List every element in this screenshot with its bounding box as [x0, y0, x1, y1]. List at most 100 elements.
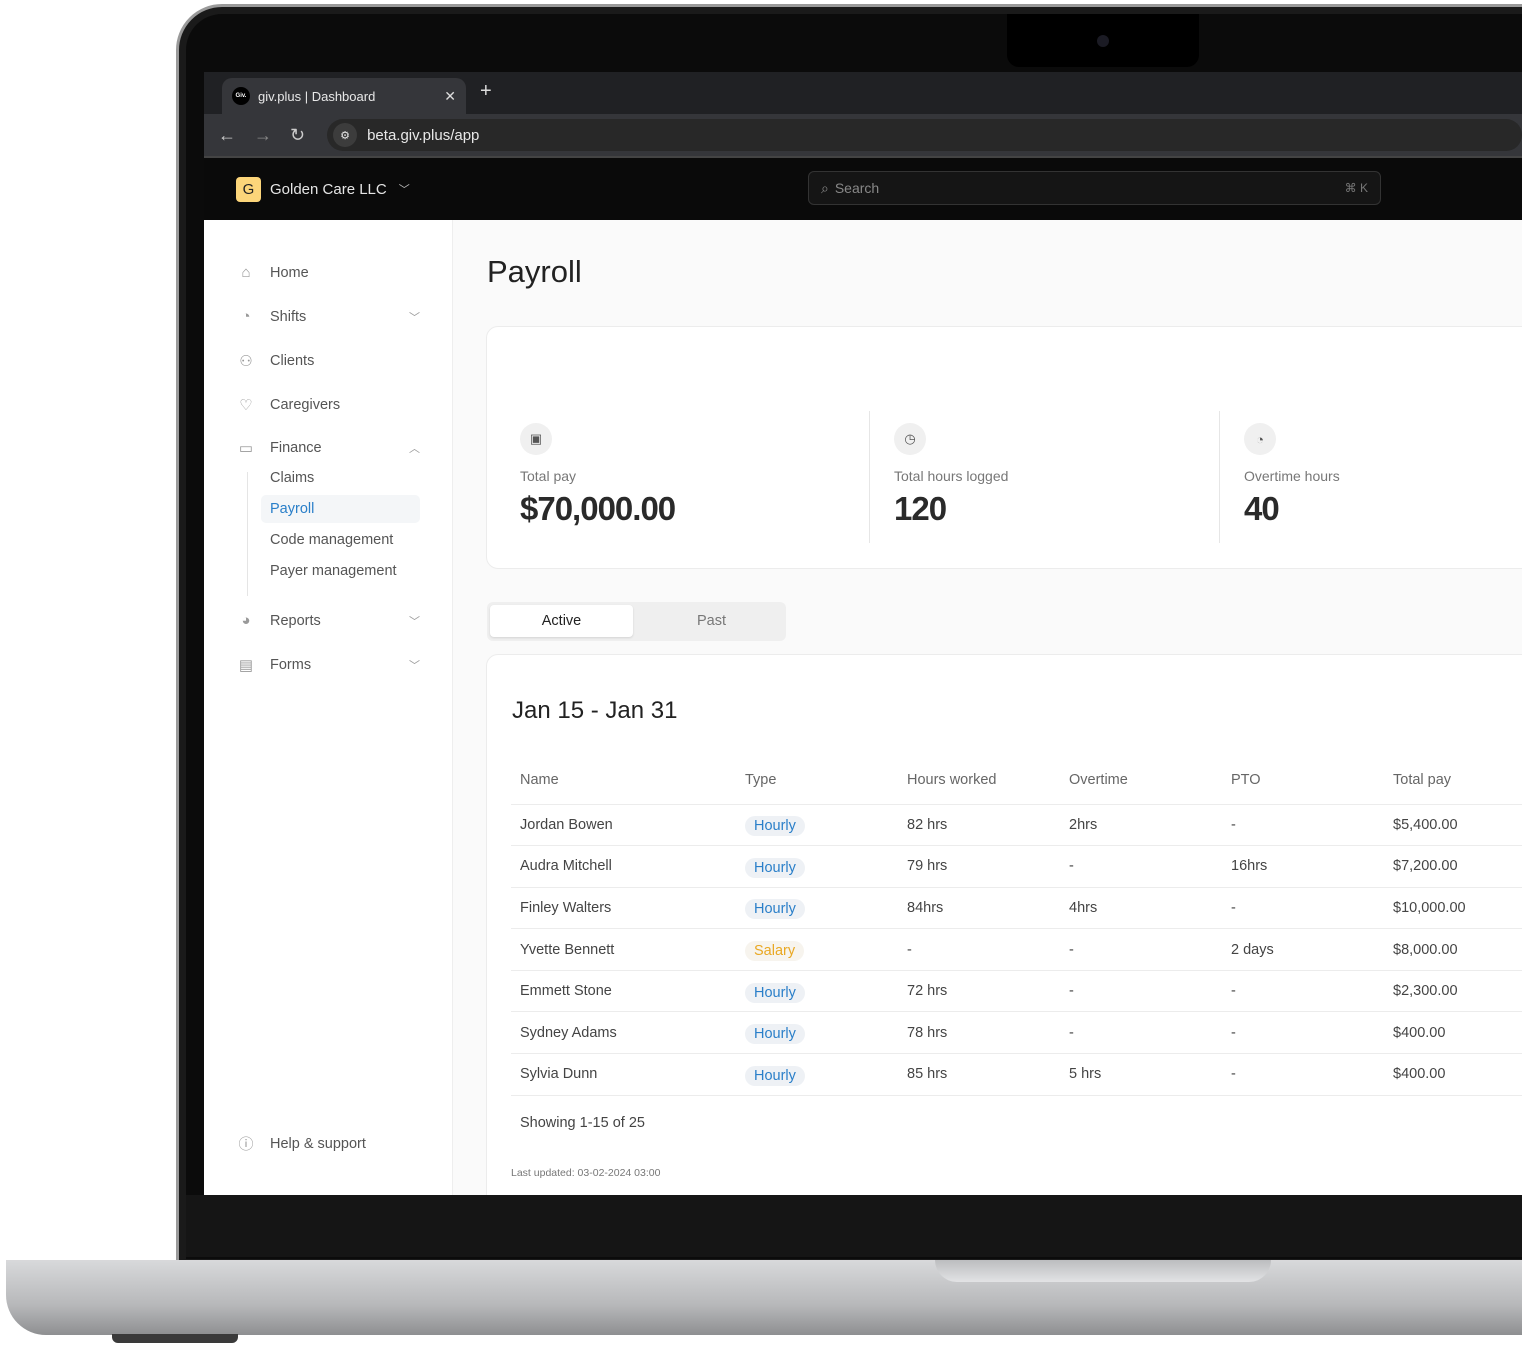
- table-cell: $5,400.00: [1384, 804, 1522, 847]
- favicon: Giv.: [232, 87, 250, 105]
- column-header: Overtime: [1060, 757, 1222, 805]
- last-updated: Last updated: 03-02-2024 03:00: [511, 1167, 661, 1179]
- home-icon: ⌂: [241, 264, 251, 281]
- period-title: Jan 15 - Jan 31: [512, 697, 678, 724]
- form-icon: ▤: [238, 657, 254, 674]
- stats-card: ▣ Total pay $70,000.00 ◷ Total hours log…: [486, 326, 1522, 569]
- table-cell: 5 hrs: [1060, 1053, 1222, 1096]
- table-cell: Emmett Stone: [511, 970, 736, 1013]
- tab-past[interactable]: Past: [696, 613, 726, 629]
- camera: [1097, 35, 1109, 47]
- sidebar-item-label: Reports: [270, 612, 321, 629]
- back-icon[interactable]: ←: [218, 124, 236, 145]
- page-title: Payroll: [487, 254, 582, 289]
- sidebar-subitem-payroll[interactable]: Payroll: [261, 495, 420, 523]
- table-cell: 79 hrs: [898, 845, 1060, 888]
- type-badge: Hourly: [745, 1024, 805, 1045]
- table-cell: Yvette Bennett: [511, 928, 736, 971]
- payroll-card: Jan 15 - Jan 31 Name Type Hours worked Over…: [486, 654, 1522, 1195]
- sidebar-item-forms[interactable]: ▤ Forms ﹀: [236, 656, 420, 674]
- sidebar-subitem-payer-management[interactable]: Payer management: [270, 563, 397, 579]
- close-tab-icon[interactable]: ✕: [444, 87, 456, 104]
- table-cell: Audra Mitchell: [511, 845, 736, 888]
- table-cell: Hourly: [736, 1053, 898, 1096]
- browser-tab[interactable]: Giv. giv.plus | Dashboard ✕: [222, 78, 466, 114]
- table-cell: $2,300.00: [1384, 970, 1522, 1013]
- submenu-line: [247, 472, 248, 596]
- table-cell: 82 hrs: [898, 804, 1060, 847]
- tab-active[interactable]: Active: [490, 605, 633, 637]
- clock-icon: ◷: [894, 423, 926, 455]
- table-cell: 72 hrs: [898, 970, 1060, 1013]
- table-cell: Hourly: [736, 804, 898, 847]
- sidebar-item-label: Clients: [270, 353, 315, 369]
- search-shortcut: ⌘ K: [1344, 181, 1368, 195]
- tab-bar: Giv. giv.plus | Dashboard ✕ +: [204, 72, 1522, 114]
- period-tabs: Active Past: [487, 602, 786, 641]
- help-icon: ⓘ: [238, 1136, 254, 1153]
- column-header: PTO: [1222, 757, 1384, 805]
- table-row[interactable]: Jordan Bowen Hourly 82 hrs 2hrs - $5,400.00: [511, 804, 1522, 847]
- type-badge: Hourly: [745, 857, 805, 878]
- table-cell: -: [1060, 928, 1222, 971]
- table-cell: 4hrs: [1060, 887, 1222, 930]
- sidebar-item-home[interactable]: ⌂ Home: [236, 264, 420, 281]
- new-tab-icon[interactable]: +: [480, 80, 492, 102]
- table-cell: 85 hrs: [898, 1053, 1060, 1096]
- divider: [1219, 411, 1220, 543]
- sidebar-item-label: Home: [270, 264, 309, 281]
- table-row[interactable]: Sydney Adams Hourly 78 hrs - - $400.00: [511, 1011, 1522, 1055]
- table-row[interactable]: Sylvia Dunn Hourly 85 hrs 5 hrs - $400.00: [511, 1053, 1522, 1096]
- table-row[interactable]: Yvette Bennett Salary - -2 days $8,000.00: [511, 928, 1522, 971]
- reload-icon[interactable]: ↻: [290, 124, 306, 145]
- sidebar-item-shifts[interactable]: ◔ Shifts ﹀: [236, 308, 420, 325]
- stat-label: Total pay: [520, 468, 577, 484]
- sidebar-subitem-claims[interactable]: Claims: [270, 470, 315, 486]
- table-cell: $400.00: [1384, 1053, 1522, 1096]
- help-label: Help & support: [270, 1135, 366, 1152]
- address-bar[interactable]: ⚙ beta.giv.plus/app: [327, 119, 1522, 151]
- stat-total-pay: ▣ Total pay $70,000.00: [520, 411, 676, 543]
- site-settings-icon[interactable]: ⚙: [333, 123, 358, 147]
- type-badge: Hourly: [745, 899, 805, 920]
- stat-value: 120: [894, 490, 947, 527]
- sidebar-item-finance[interactable]: ▭ Finance ︿: [236, 439, 420, 457]
- laptop-groove: [935, 1260, 1271, 1282]
- table-cell: Sydney Adams: [511, 1011, 736, 1055]
- stat-label: Total hours logged: [894, 468, 1009, 484]
- money-icon: ▣: [520, 423, 552, 455]
- tab-title: giv.plus | Dashboard: [258, 88, 376, 104]
- browser-toolbar: ← → ↻ ⚙ beta.giv.plus/app: [204, 114, 1522, 156]
- org-name[interactable]: Golden Care LLC: [270, 180, 387, 198]
- table-cell: -: [1222, 970, 1384, 1013]
- table-cell: Salary: [736, 928, 898, 971]
- sidebar-item-reports[interactable]: ◕ Reports ﹀: [236, 612, 420, 629]
- table-row[interactable]: Audra Mitchell Hourly 79 hrs -16hrs $7,200.0…: [511, 845, 1522, 888]
- clock-user-icon: ◔: [241, 308, 251, 325]
- chevron-down-icon: ﹀: [409, 660, 420, 672]
- stat-overtime-hours: ◔ Overtime hours 40: [1244, 411, 1340, 543]
- sidebar-item-label: Caregivers: [270, 397, 341, 413]
- forward-icon[interactable]: →: [254, 124, 272, 145]
- table-row[interactable]: Finley Walters Hourly 84hrs 4hrs - $10,000.00: [511, 887, 1522, 930]
- sidebar-item-clients[interactable]: ⚇ Clients: [236, 352, 420, 370]
- chevron-down-icon[interactable]: ﹀: [398, 184, 410, 196]
- sidebar-item-label: Shifts: [270, 308, 307, 325]
- table-cell: 2 days: [1222, 928, 1384, 971]
- help-support-link[interactable]: ⓘ Help & support: [236, 1133, 420, 1154]
- table-cell: -: [1222, 887, 1384, 930]
- sidebar-item-caregivers[interactable]: ♡ Caregivers: [236, 396, 420, 414]
- payroll-table: Name Type Hours worked Overtime PTO Total pay…: [511, 757, 1522, 1096]
- table-cell: $10,000.00: [1384, 887, 1522, 930]
- table-row[interactable]: Emmett Stone Hourly 72 hrs - - $2,300.00: [511, 970, 1522, 1013]
- sidebar: ⌂ Home ◔ Shifts ﹀ ⚇ Clients ♡ Caregivers ▭ Fin…: [204, 220, 453, 1195]
- pie-chart-icon: ◕: [241, 612, 251, 629]
- table-cell: 84hrs: [898, 887, 1060, 930]
- sidebar-subitem-code-management[interactable]: Code management: [270, 532, 394, 548]
- card-icon: ▭: [238, 440, 254, 457]
- stat-value: $70,000.00: [520, 490, 676, 527]
- table-cell: -: [1222, 804, 1384, 847]
- type-badge: Salary: [745, 941, 805, 962]
- search-input[interactable]: ⌕ Search ⌘ K: [808, 171, 1381, 205]
- table-cell: Hourly: [736, 887, 898, 930]
